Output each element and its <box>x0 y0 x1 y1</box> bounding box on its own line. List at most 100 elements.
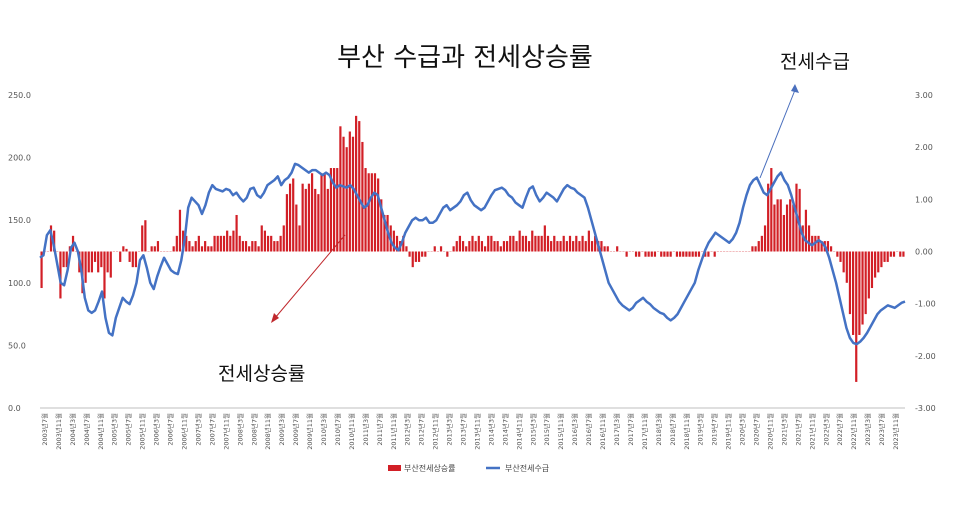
bar <box>518 230 521 252</box>
bar <box>248 246 251 252</box>
right-tick-label: 0.00 <box>915 248 933 257</box>
bar <box>477 235 480 252</box>
x-tick-label: 2015년7월 <box>542 413 551 446</box>
bar <box>669 251 672 257</box>
bar <box>348 131 351 252</box>
legend-label-line: 부산전세수급 <box>505 463 549 473</box>
bar <box>40 251 43 289</box>
bar <box>310 173 314 252</box>
bar <box>219 235 222 252</box>
bar <box>521 235 524 252</box>
bar <box>852 251 855 335</box>
right-tick-label: -3.00 <box>915 404 936 413</box>
chart-title: 부산 수급과 전세상승률 <box>337 43 593 73</box>
bar <box>754 246 757 252</box>
bar <box>414 251 417 262</box>
x-tick-label: 2017년7월 <box>626 413 635 446</box>
bar <box>785 204 789 252</box>
bar <box>433 246 436 252</box>
bar <box>568 235 572 252</box>
x-tick-label: 2004년11월 <box>96 413 105 450</box>
bar <box>292 178 295 252</box>
bar <box>282 225 285 252</box>
left-tick-label: 0.0 <box>8 404 21 413</box>
x-tick-label: 2018년7월 <box>668 413 677 446</box>
bar <box>402 235 405 252</box>
bar <box>675 251 679 257</box>
bar <box>855 251 858 382</box>
bar <box>606 246 609 252</box>
bar <box>883 251 886 262</box>
bar <box>528 241 531 252</box>
bar <box>320 173 323 252</box>
x-tick-label: 2012년11월 <box>431 413 440 450</box>
bar <box>496 241 499 252</box>
right-tick-label: 1.00 <box>915 195 933 204</box>
bar <box>65 251 68 268</box>
bar <box>301 183 304 252</box>
x-tick-label: 2020년7월 <box>752 413 761 446</box>
bar <box>153 246 156 252</box>
bar <box>653 251 657 257</box>
bar <box>575 235 578 252</box>
x-tick-label: 2009년7월 <box>291 413 300 446</box>
bar <box>336 168 339 252</box>
x-tick-label: 2007년3월 <box>193 413 202 446</box>
right-tick-label: 3.00 <box>915 91 933 100</box>
bar <box>515 241 518 252</box>
x-tick-label: 2013년11월 <box>473 413 482 450</box>
bar <box>405 246 408 252</box>
bar <box>870 251 874 289</box>
bar <box>326 188 329 252</box>
left-tick-label: 50.0 <box>8 341 26 350</box>
bar <box>546 235 550 252</box>
bar <box>361 141 364 252</box>
bar <box>279 235 282 252</box>
bar <box>509 235 512 252</box>
bar <box>194 241 197 252</box>
bar <box>276 241 279 252</box>
bar <box>295 204 298 252</box>
bar <box>329 168 333 252</box>
bar <box>616 246 619 252</box>
bar <box>779 199 782 252</box>
bar <box>763 225 767 252</box>
bar <box>342 136 345 252</box>
bar <box>178 209 182 252</box>
x-axis: 2003년7월 2003년11월 2004년3월 2004년7월 2004년11월 200… <box>40 407 905 450</box>
bar <box>367 173 370 252</box>
x-tick-label: 2023년7월 <box>877 413 886 446</box>
x-tick-label: 2006년7월 <box>166 413 175 446</box>
bar <box>144 220 147 252</box>
left-tick-label: 200.0 <box>8 154 31 163</box>
annotation-arrowhead-bars <box>271 313 279 323</box>
x-tick-label: 2017년3월 <box>612 413 621 446</box>
bar <box>688 251 691 257</box>
bar <box>141 225 144 252</box>
x-tick-label: 2014년11월 <box>514 413 523 450</box>
x-tick-label: 2022년3월 <box>821 413 830 446</box>
bar <box>370 173 373 252</box>
bar <box>93 251 97 262</box>
bar <box>707 251 710 257</box>
bar <box>452 246 455 252</box>
bar <box>480 241 484 252</box>
x-tick-label: 2019년11월 <box>724 413 733 450</box>
bar <box>660 251 663 257</box>
bar <box>191 246 194 252</box>
bar <box>465 246 468 252</box>
bar <box>257 246 260 252</box>
bar <box>892 251 896 257</box>
line-series <box>39 162 906 346</box>
annotation-bar-label: 전세상승률 <box>218 363 305 385</box>
bar <box>188 241 191 252</box>
bar <box>817 235 820 252</box>
x-tick-label: 2015년3월 <box>528 413 537 446</box>
bar <box>713 251 716 257</box>
bar <box>634 251 638 257</box>
bar <box>540 235 543 252</box>
legend-swatch-bars <box>388 465 401 471</box>
x-tick-label: 2019년3월 <box>696 413 705 446</box>
bar <box>317 194 320 252</box>
bar <box>244 241 248 252</box>
